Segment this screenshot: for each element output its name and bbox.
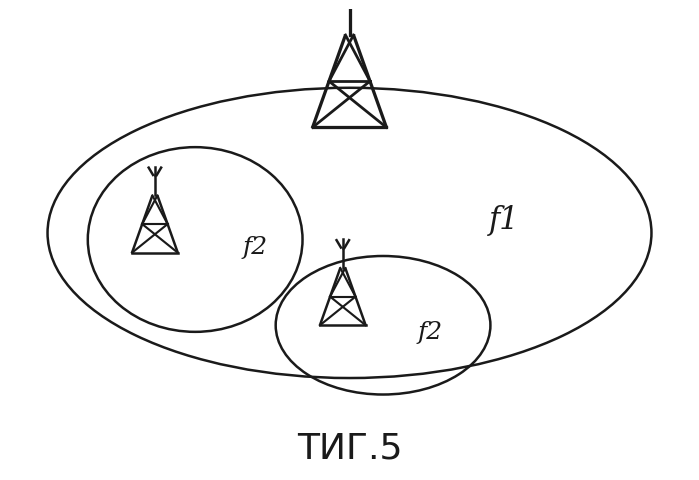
Text: f1: f1	[489, 205, 519, 236]
Text: f2: f2	[243, 235, 268, 258]
Text: ΤИГ.5: ΤИГ.5	[297, 431, 402, 464]
Text: f2: f2	[417, 321, 442, 344]
